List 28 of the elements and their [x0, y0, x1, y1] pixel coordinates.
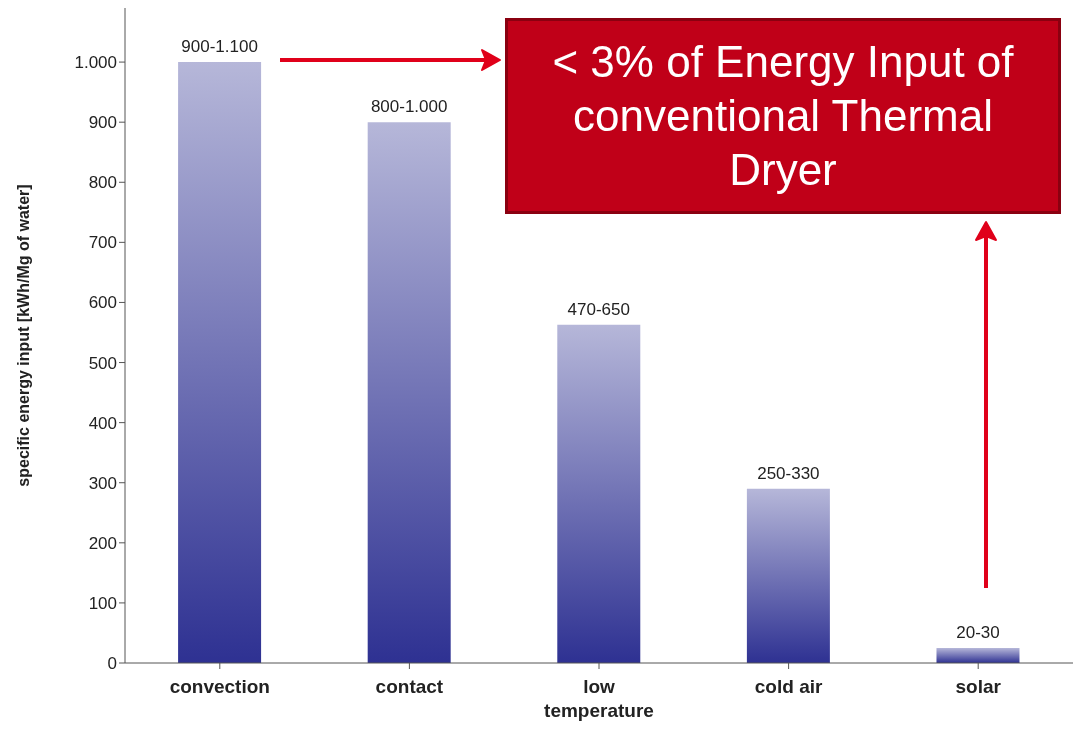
y-tick-label: 600 — [88, 293, 117, 313]
y-tick-label: 0 — [107, 654, 117, 674]
y-tick-label: 100 — [88, 593, 117, 613]
data-label: 250-330 — [757, 463, 820, 483]
y-tick-label: 1.000 — [74, 53, 117, 73]
x-tick-label: convection — [169, 676, 270, 697]
bar — [746, 488, 830, 663]
y-tick-label: 800 — [88, 173, 117, 193]
x-tick-label: solar — [955, 676, 1002, 697]
bar — [936, 647, 1020, 663]
y-tick-label: 300 — [88, 473, 117, 493]
x-tick-label: low temperature — [544, 676, 654, 721]
bar — [178, 62, 262, 663]
y-tick-label: 900 — [88, 113, 117, 133]
y-axis-title: specific energy input [kWh/Mg of water] — [14, 184, 32, 487]
y-tick-label: 400 — [88, 413, 117, 433]
data-label: 20-30 — [956, 622, 1000, 642]
x-tick-label: cold air — [754, 676, 823, 697]
callout-box: < 3% of Energy Input of conventional Thermal Dryer — [505, 18, 1061, 214]
data-label: 470-650 — [567, 299, 630, 319]
y-tick-label: 500 — [88, 353, 117, 373]
data-label: 800-1.000 — [370, 97, 448, 117]
x-tick-label: contact — [375, 676, 444, 697]
bar — [367, 122, 451, 663]
y-tick-label: 200 — [88, 533, 117, 553]
y-tick-label: 700 — [88, 233, 117, 253]
bar — [557, 324, 641, 663]
data-label: 900-1.100 — [181, 37, 258, 57]
